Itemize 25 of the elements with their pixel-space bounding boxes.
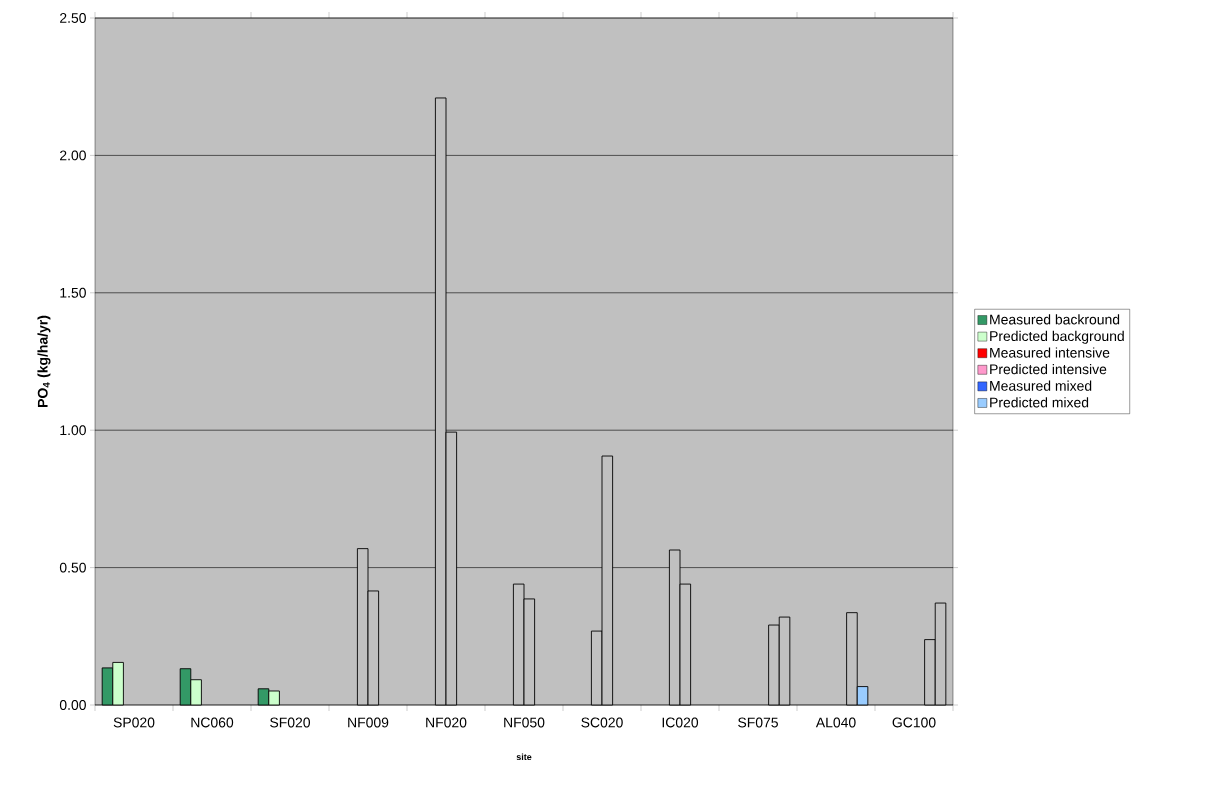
legend-label: Predicted intensive bbox=[990, 363, 1107, 375]
x-tick-label: SP020 bbox=[113, 717, 155, 728]
y-axis-title: PO$_{4}$ (kg/ha/yr) bbox=[37, 315, 51, 407]
y-tick-label: 1.00 bbox=[60, 425, 86, 436]
x-tick-label: SF020 bbox=[270, 717, 311, 728]
legend-label: Measured backround bbox=[990, 314, 1120, 325]
legend-label: Predicted mixed bbox=[990, 397, 1089, 408]
legend-label: Measured intensive bbox=[990, 347, 1110, 358]
y-tick-label: 0.50 bbox=[59, 562, 86, 573]
x-tick-label: AL040 bbox=[815, 717, 856, 728]
x-tick-label: GC100 bbox=[892, 717, 936, 728]
x-tick-label: NF020 bbox=[426, 717, 467, 728]
y-tick-label: 2.00 bbox=[60, 150, 86, 161]
x-tick-label: NC060 bbox=[191, 717, 234, 728]
x-tick-label: SC020 bbox=[581, 717, 623, 728]
x-tick-label: NF050 bbox=[504, 717, 545, 728]
x-tick-label: IC020 bbox=[662, 717, 699, 728]
y-tick-label: 2.50 bbox=[60, 13, 86, 23]
x-tick-label: NF009 bbox=[348, 717, 389, 728]
x-axis-title: site bbox=[516, 753, 532, 761]
x-tick-label: SF075 bbox=[738, 717, 778, 728]
y-tick-label: 0.00 bbox=[59, 700, 86, 710]
legend-label: Predicted background bbox=[990, 330, 1124, 344]
y-tick-label: 1.50 bbox=[60, 287, 86, 298]
legend-label: Measured mixed bbox=[990, 380, 1092, 391]
